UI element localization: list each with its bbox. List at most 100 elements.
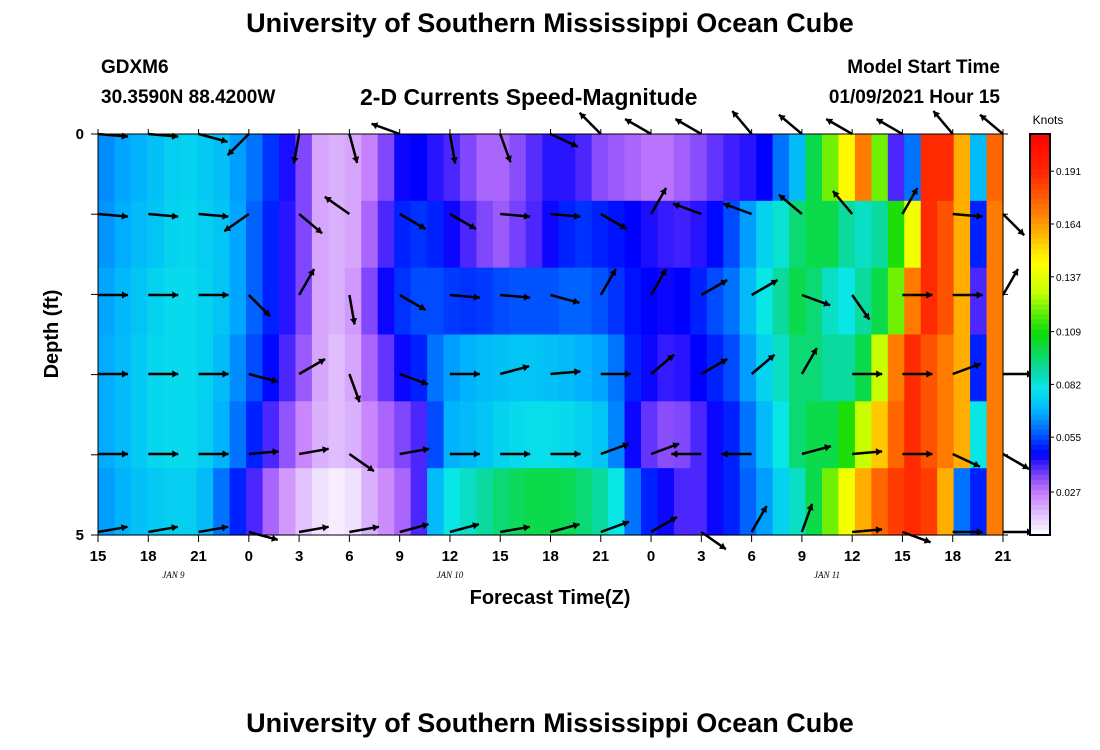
heatmap-cell [377,401,395,469]
current-vector-head [472,522,479,530]
heatmap-cell [641,468,659,536]
x-tick-label: 15 [894,548,911,565]
colorbar-swatch [1030,404,1050,411]
heatmap-cell [608,334,626,402]
heatmap-cell [723,468,741,536]
heatmap-cell [838,267,856,336]
current-vector-head [222,291,229,299]
heatmap-cell [575,200,593,269]
y-axis-label: Depth (ft) [41,290,63,379]
current-vector-head [823,299,831,307]
heatmap-cell [460,134,478,202]
heatmap-cell [394,200,412,269]
heatmap-cell [163,267,181,336]
heatmap-cell [657,134,675,202]
heatmap-cell [509,134,527,202]
heatmap-cell [509,468,527,536]
current-vector-head [570,140,578,148]
colorbar-swatch [1030,149,1050,155]
colorbar-swatch [1030,394,1050,401]
current-vector-head [723,202,731,210]
heatmap-cell [558,468,576,536]
heatmap-cell [591,334,609,402]
heatmap-cell [180,267,198,336]
x-tick-label: 18 [140,548,157,565]
colorbar-swatch [1030,299,1050,306]
heatmap-cell [937,401,955,469]
heatmap-cell [311,401,329,469]
current-vector-head [732,111,739,118]
y-tick-label: 0 [76,126,84,143]
heatmap-cell [525,334,543,402]
heatmap-cell [344,267,362,336]
heatmap-cell [756,468,774,536]
heatmap-cell [822,401,840,469]
current-vector-head [473,370,480,378]
heatmap-cell [739,200,757,269]
heatmap-cell [196,267,214,336]
heatmap-cell [542,468,560,536]
current-vector-head [222,450,229,458]
date-label: JAN 11 [814,570,840,580]
heatmap-cell [690,401,708,469]
current-vector-head [622,520,629,528]
heatmap-cell [130,267,148,336]
colorbar-swatch [1030,379,1050,386]
heatmap-cell [246,401,264,469]
heatmap-cell [229,334,247,402]
heatmap-cell [920,401,938,469]
heatmap-cell [575,468,593,536]
current-vector-head [371,122,379,130]
heatmap-cell [130,401,148,469]
heatmap-cell [311,267,329,336]
heatmap-cell [838,134,856,202]
heatmap-cell [262,401,280,469]
current-vector-head [876,370,883,378]
current-vector-head [976,212,983,220]
current-vector-head [227,148,235,156]
heatmap-cell [229,267,247,336]
heatmap-cell [591,200,609,269]
colorbar-legend: Knots 0.191 0.164 0.137 0.109 0.082 0.055 0.027 [1029,113,1081,536]
current-vector-head [574,368,581,376]
colorbar-swatch [1030,489,1050,496]
colorbar-swatch [1030,159,1050,165]
current-vector-head [122,370,128,378]
heatmap-cell [739,401,757,469]
heatmap-cell [723,334,741,402]
heatmap-cell [295,468,313,536]
heatmap-cell [838,401,856,469]
x-tick-label: 3 [295,548,303,565]
heatmap-cell [394,134,412,202]
heatmap-cell [871,468,889,536]
x-tick-label: 18 [944,548,961,565]
heatmap-cell [427,134,445,202]
x-tick-label: 3 [697,548,705,565]
heatmap-cell [558,401,576,469]
heatmap-cell [443,468,461,536]
current-vector-head [318,358,326,366]
heatmap-cell [904,200,922,269]
heatmap-cell [854,401,872,469]
heatmap-cell [690,200,708,269]
heatmap-cell [163,468,181,536]
heatmap-cell [213,401,231,469]
heatmap-cell [608,468,626,536]
heatmap-cell [361,134,379,202]
heatmap-cell [920,200,938,269]
colorbar-swatch [1030,344,1050,351]
heatmap-cell [377,200,395,269]
heatmap-cell [443,267,461,336]
heatmap-cell [229,134,247,202]
current-vector-head [572,297,580,305]
heatmap-cell [476,134,494,202]
heatmap-cell [344,468,362,536]
heatmap-cell [657,267,675,336]
current-vector-head [572,522,580,530]
heatmap-cell [525,267,543,336]
heatmap-cell [114,267,132,336]
colorbar-swatch [1030,419,1050,426]
heatmap-cell [641,267,659,336]
heatmap-cell [937,200,955,269]
heatmap-cell [575,267,593,336]
